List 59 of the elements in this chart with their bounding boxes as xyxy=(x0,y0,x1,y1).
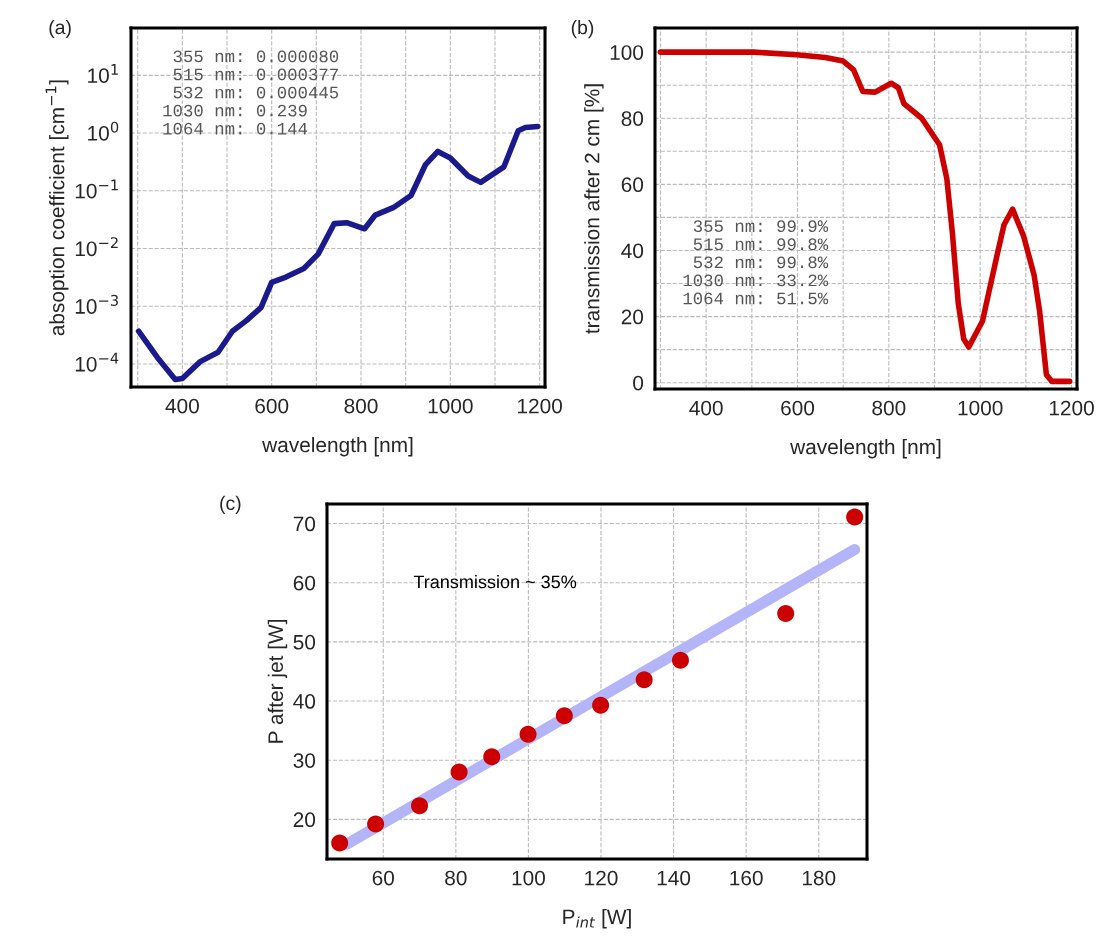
y-tick-label: 50 xyxy=(293,634,316,650)
y-tick-label: 20 xyxy=(293,812,316,828)
x-tick-label: 600 xyxy=(255,398,289,414)
point xyxy=(483,748,501,766)
y-tick-label: 20 xyxy=(621,309,644,325)
x-tick-label: 400 xyxy=(165,398,199,414)
y-tick-label: 10$^{−4}$ xyxy=(75,352,119,372)
y-tick-label: 10$^{0}$ xyxy=(88,121,119,141)
x-tick-label: 1000 xyxy=(958,400,1003,416)
chart-title: (b) xyxy=(571,20,594,39)
point xyxy=(635,671,653,689)
x-tick-label: 1200 xyxy=(518,398,562,414)
y-tick-label: 10$^{−1}$ xyxy=(75,179,118,199)
x-tick-label: 800 xyxy=(344,398,378,414)
x-tick-label: 600 xyxy=(781,400,815,416)
y-tick-label: 10$^{1}$ xyxy=(88,64,118,83)
point xyxy=(411,797,429,815)
x-tick-label: 180 xyxy=(802,870,836,886)
x-tick-label: 400 xyxy=(689,400,723,416)
x-tick-label: 100 xyxy=(512,870,545,886)
x-tick-label: 120 xyxy=(585,870,618,886)
point xyxy=(367,815,385,833)
y-tick-label: 80 xyxy=(621,111,644,126)
chart-title: (c) xyxy=(220,495,241,514)
y-tick-label: 60 xyxy=(293,575,316,591)
x-axis-title: wavelength [nm] xyxy=(790,438,941,459)
y-axis-title: P after jet [W] xyxy=(267,620,288,743)
point xyxy=(846,508,864,526)
point xyxy=(331,834,349,852)
x-tick-label: 800 xyxy=(872,400,906,416)
y-axis-title: transmission after 2 cm [%] xyxy=(584,84,604,334)
x-tick-label: 60 xyxy=(372,870,395,886)
point xyxy=(519,725,537,743)
y-tick-label: 60 xyxy=(621,177,644,193)
point xyxy=(671,651,689,669)
y-tick-label: 10$^{−2}$ xyxy=(75,237,118,257)
y-tick-label: 0 xyxy=(633,375,644,391)
y-tick-label: 100 xyxy=(610,45,644,60)
y-tick-label: 40 xyxy=(621,243,644,259)
y-tick-label: 30 xyxy=(293,753,316,768)
y-tick-label: 40 xyxy=(293,694,316,709)
point xyxy=(592,696,610,714)
y-tick-label: 70 xyxy=(293,516,316,532)
annotation: 355 nm: 99.9% 515 nm: 99.8% 532 nm: 99.8% 1030 nm: 33.2% 1064 nm: 51.5% xyxy=(683,220,829,305)
y-tick-label: 10$^{−3}$ xyxy=(75,294,118,314)
annotation: Transmission ~ 35% xyxy=(413,575,577,589)
x-axis-title: P$_{int}$ [W] xyxy=(563,908,631,929)
point xyxy=(450,763,468,781)
y-axis-title: absoption coefficient [cm$^{−1}$] xyxy=(45,80,69,336)
x-tick-label: 1200 xyxy=(1049,400,1094,416)
point xyxy=(555,707,573,725)
point xyxy=(777,604,795,622)
x-tick-label: 1000 xyxy=(428,398,473,414)
x-tick-label: 160 xyxy=(730,870,763,886)
x-tick-label: 80 xyxy=(445,870,467,886)
chart-title: (a) xyxy=(49,19,71,39)
annotation: 355 nm: 0.000080 515 nm: 0.000377 532 nm: 0.000445 1030 nm: 0.239 1064 nm: 0.144 xyxy=(163,50,339,135)
x-tick-label: 140 xyxy=(657,870,691,886)
x-axis-title: wavelength [nm] xyxy=(262,436,413,457)
